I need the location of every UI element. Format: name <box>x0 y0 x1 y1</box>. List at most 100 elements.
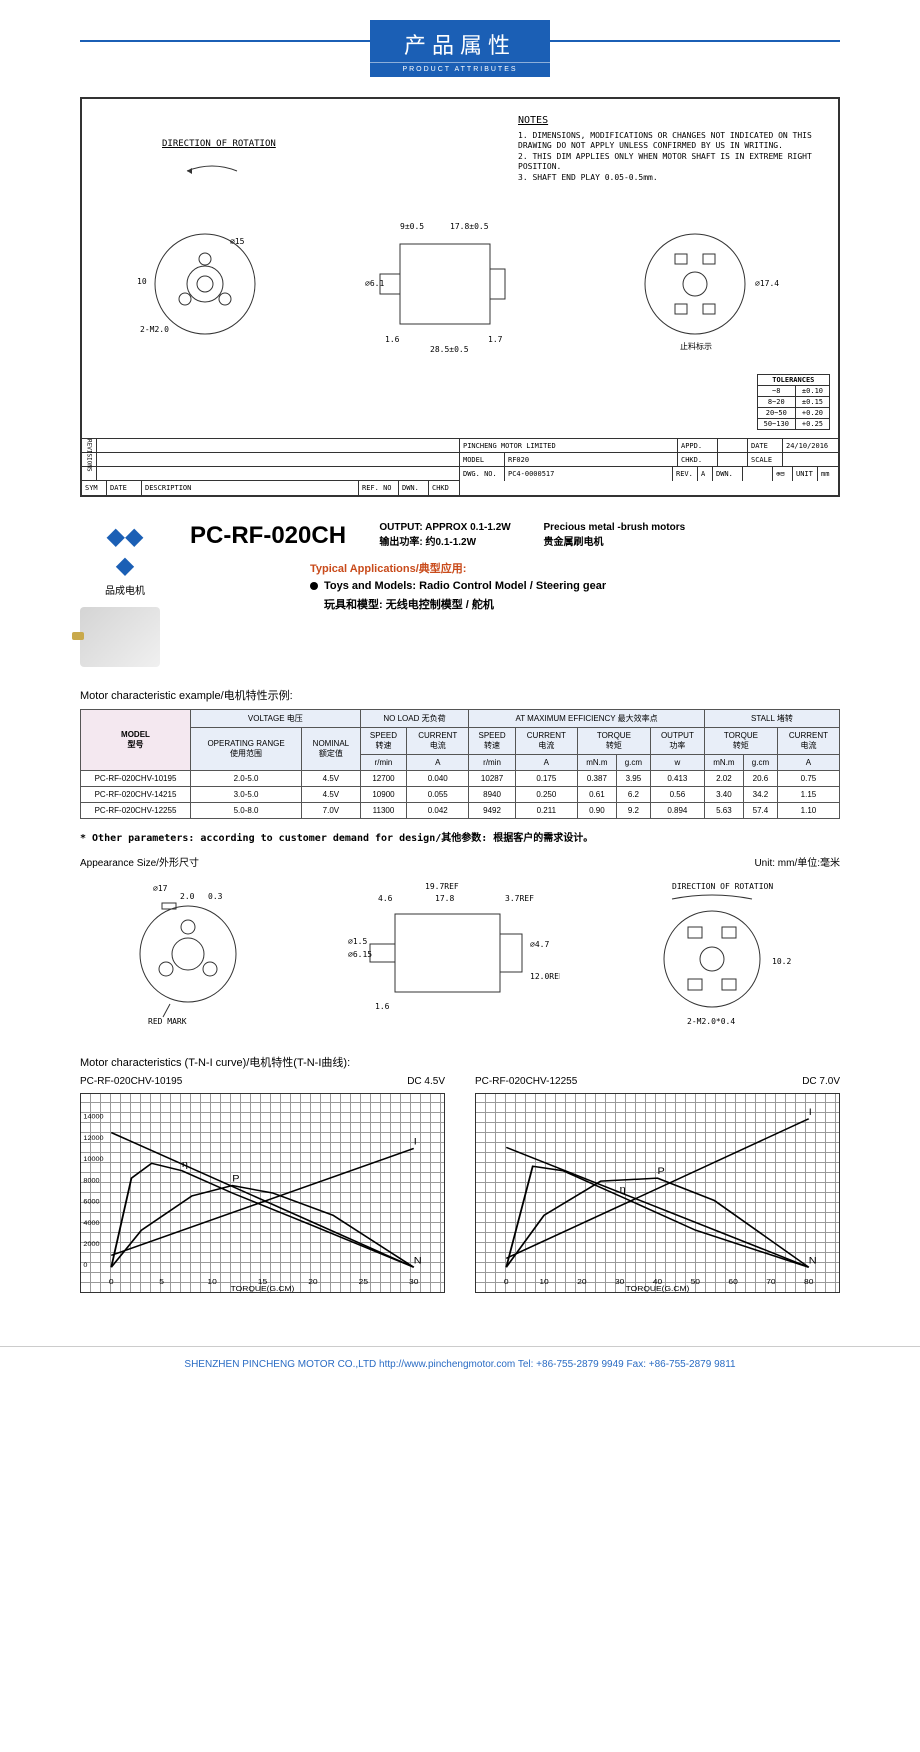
svg-text:P: P <box>658 1167 666 1177</box>
footer: SHENZHEN PINCHENG MOTOR CO.,LTD http://w… <box>0 1346 920 1382</box>
logo-icon: ◆◆◆ <box>80 522 170 580</box>
side-view: 9±0.5 17.8±0.5 ⌀6.1 1.6 28.5±0.5 1.7 <box>360 214 540 354</box>
svg-text:3.7REF: 3.7REF <box>505 894 534 903</box>
svg-text:⌀6.15: ⌀6.15 <box>348 950 372 959</box>
svg-text:19.7REF: 19.7REF <box>425 882 459 891</box>
svg-text:80: 80 <box>804 1278 813 1286</box>
svg-text:⌀4.7: ⌀4.7 <box>530 940 549 949</box>
svg-text:⌀15: ⌀15 <box>230 237 245 246</box>
characteristics-table: MODEL 型号 VOLTAGE 电压 NO LOAD 无负荷 AT MAXIM… <box>80 709 840 819</box>
svg-text:20: 20 <box>308 1278 317 1286</box>
svg-text:0: 0 <box>109 1278 114 1286</box>
svg-text:50: 50 <box>691 1278 700 1286</box>
svg-text:60: 60 <box>728 1278 737 1286</box>
svg-text:12000: 12000 <box>83 1135 104 1141</box>
svg-text:TORQUE(G.CM): TORQUE(G.CM) <box>231 1285 295 1293</box>
svg-text:2.0: 2.0 <box>180 892 195 901</box>
header-title-cn: 产品属性 <box>370 28 550 60</box>
engineering-drawing: DIRECTION OF ROTATION NOTES 1. DIMENSION… <box>80 97 840 497</box>
svg-text:30: 30 <box>409 1278 418 1286</box>
note-2: 2. THIS DIM APPLIES ONLY WHEN MOTOR SHAF… <box>518 152 818 173</box>
type-cn: 贵金属刷电机 <box>543 537 603 548</box>
rotation-label: DIRECTION OF ROTATION <box>162 139 276 149</box>
svg-text:14000: 14000 <box>83 1114 104 1120</box>
table-row: PC-RF-020CHV-122555.0-8.07.0V113000.0429… <box>81 803 840 819</box>
svg-text:RED MARK: RED MARK <box>148 1017 187 1026</box>
svg-text:6000: 6000 <box>83 1199 99 1205</box>
svg-text:70: 70 <box>766 1278 775 1286</box>
app-title: Typical Applications/典型应用: <box>310 560 840 576</box>
dim-side-view: 19.7REF 4.6 17.8 3.7REF ⌀1.5 ⌀6.15 1.6 ⌀… <box>340 879 560 1029</box>
note-3: 3. SHAFT END PLAY 0.05-0.5mm. <box>518 173 818 183</box>
other-params-note: * Other parameters: according to custome… <box>80 829 840 844</box>
svg-text:4.6: 4.6 <box>378 894 393 903</box>
svg-text:止料标示: 止料标示 <box>680 341 712 351</box>
svg-text:0.3: 0.3 <box>208 892 223 901</box>
svg-text:η: η <box>182 1160 188 1170</box>
svg-text:28.5±0.5: 28.5±0.5 <box>430 345 469 354</box>
svg-text:5: 5 <box>159 1278 164 1286</box>
svg-text:TORQUE(G.CM): TORQUE(G.CM) <box>626 1285 690 1293</box>
type-en: Precious metal -brush motors <box>543 522 685 533</box>
svg-text:2-M2.0: 2-M2.0 <box>140 325 169 334</box>
svg-text:30: 30 <box>615 1278 624 1286</box>
svg-text:⌀6.1: ⌀6.1 <box>365 279 384 288</box>
title-block: REVISIONS SYM DATE DESCRIPTION REF. NO D… <box>82 438 838 495</box>
svg-text:N: N <box>809 1256 817 1266</box>
output-en: OUTPUT: APPROX 0.1-1.2W <box>379 522 510 533</box>
svg-text:10.2: 10.2 <box>772 957 791 966</box>
curves-title: Motor characteristics (T-N-I curve)/电机特性… <box>80 1054 840 1070</box>
svg-text:9±0.5: 9±0.5 <box>400 222 424 231</box>
svg-text:10: 10 <box>137 277 147 286</box>
svg-text:0: 0 <box>83 1263 87 1269</box>
svg-text:P: P <box>232 1174 240 1184</box>
product-name: PC-RF-020CH <box>190 522 346 550</box>
curve1-chart: 0510152025300200040006000800010000120001… <box>80 1093 445 1293</box>
appearance-unit: Unit: mm/单位:毫米 <box>754 854 840 869</box>
svg-text:10: 10 <box>207 1278 216 1286</box>
curve2-voltage: DC 7.0V <box>802 1076 840 1087</box>
svg-text:η: η <box>620 1185 626 1195</box>
svg-text:20: 20 <box>577 1278 586 1286</box>
notes-block: NOTES 1. DIMENSIONS, MODIFICATIONS OR CH… <box>518 114 818 183</box>
svg-text:1.7: 1.7 <box>488 335 503 344</box>
curve2-chart: 01020304050607080NIPηTORQUE(G.CM) <box>475 1093 840 1293</box>
notes-title: NOTES <box>518 114 818 127</box>
svg-text:N: N <box>414 1256 422 1266</box>
svg-text:⌀17: ⌀17 <box>153 884 168 893</box>
tolerances-table: TOLERANCES ~8±0.10 8~20±0.15 20~50+0.20 … <box>757 374 830 430</box>
svg-text:2000: 2000 <box>83 1242 99 1248</box>
svg-text:8000: 8000 <box>83 1178 99 1184</box>
app-en: Toys and Models: Radio Control Model / S… <box>324 580 606 592</box>
front-view: ⌀15 2-M2.0 10 <box>135 214 275 354</box>
note-1: 1. DIMENSIONS, MODIFICATIONS OR CHANGES … <box>518 131 818 152</box>
curve1-model: PC-RF-020CHV-10195 <box>80 1076 182 1087</box>
curve1-voltage: DC 4.5V <box>407 1076 445 1087</box>
table-row: PC-RF-020CHV-142153.0-5.04.5V109000.0558… <box>81 787 840 803</box>
svg-text:0: 0 <box>504 1278 509 1286</box>
svg-text:⌀1.5: ⌀1.5 <box>348 937 367 946</box>
svg-text:I: I <box>809 1108 812 1118</box>
dim-back-view: DIRECTION OF ROTATION 2-M2.0*0.4 10.2 <box>632 879 812 1029</box>
logo-text: 品成电机 <box>80 582 170 597</box>
svg-text:17.8±0.5: 17.8±0.5 <box>450 222 489 231</box>
svg-text:2-M2.0*0.4: 2-M2.0*0.4 <box>687 1017 735 1026</box>
output-cn: 输出功率: 约0.1-1.2W <box>379 537 476 548</box>
rotation-arc-icon <box>182 159 242 179</box>
char-section-label: Motor characteristic example/电机特性示例: <box>80 687 840 703</box>
svg-text:4000: 4000 <box>83 1220 99 1226</box>
product-info: ◆◆◆ 品成电机 PC-RF-020CH OUTPUT: APPROX 0.1-… <box>80 522 840 667</box>
svg-text:I: I <box>414 1137 417 1147</box>
curve2-model: PC-RF-020CHV-12255 <box>475 1076 577 1087</box>
svg-text:⌀17.4: ⌀17.4 <box>755 279 779 288</box>
header-title-en: PRODUCT ATTRIBUTES <box>370 62 550 73</box>
dimension-views: ⌀17 2.0 0.3 RED MARK 19.7REF 4.6 17.8 3.… <box>80 879 840 1029</box>
svg-text:17.8: 17.8 <box>435 894 454 903</box>
svg-text:10000: 10000 <box>83 1157 104 1163</box>
svg-text:12.0REF: 12.0REF <box>530 972 560 981</box>
svg-text:1.6: 1.6 <box>375 1002 390 1011</box>
app-cn: 玩具和模型: 无线电控制模型 / 舵机 <box>324 599 494 611</box>
svg-text:10: 10 <box>539 1278 548 1286</box>
svg-text:25: 25 <box>359 1278 368 1286</box>
dim-front-view: ⌀17 2.0 0.3 RED MARK <box>108 879 268 1029</box>
